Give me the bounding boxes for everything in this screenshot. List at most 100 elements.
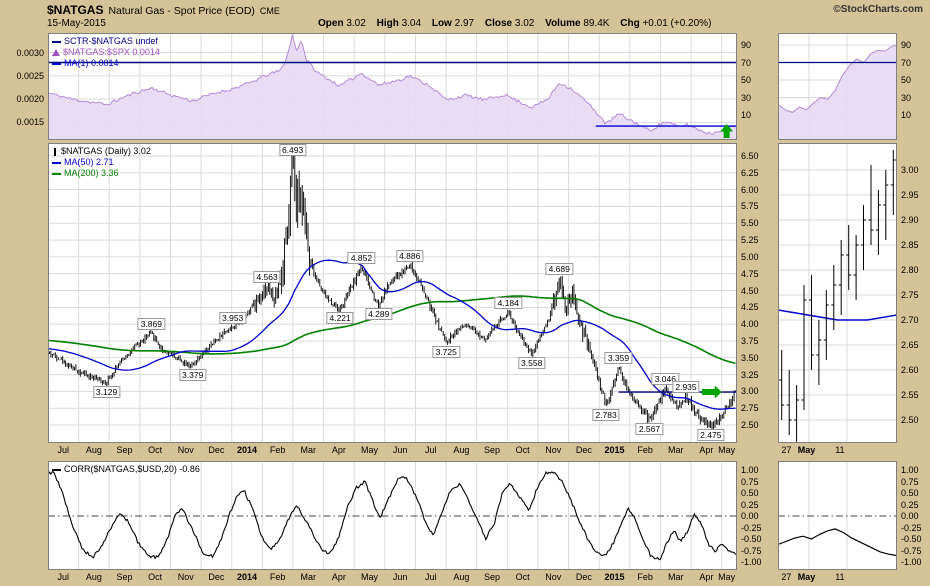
line-swatch-icon bbox=[52, 161, 61, 164]
x-axis-month-label: Jun bbox=[392, 445, 408, 455]
legend-row-ratio: $NATGAS:$SPX 0.0014 bbox=[52, 47, 160, 58]
x-axis-month-label: May bbox=[718, 445, 736, 455]
y-axis-tick-label: 0.0020 bbox=[16, 94, 44, 105]
y-axis-tick-label: 10 bbox=[901, 110, 912, 120]
x-axis-month-label: Nov bbox=[177, 445, 194, 455]
copyright-label: ©StockCharts.com bbox=[833, 4, 923, 15]
legend-row-price: $NATGAS (Daily) 3.02 bbox=[52, 146, 151, 157]
y-axis-tick-label: -0.75 bbox=[901, 545, 922, 556]
y-axis-tick-label: 3.50 bbox=[741, 352, 759, 363]
x-axis-month-label: Aug bbox=[85, 572, 102, 582]
x-axis-month-label: Aug bbox=[453, 572, 470, 582]
y-axis-tick-label: 70 bbox=[901, 57, 912, 68]
legend-row-ma1: MA(1) 0.0014 bbox=[52, 58, 160, 69]
x-axis-month-label: Nov bbox=[545, 445, 562, 455]
y-axis-tick-label: 5.50 bbox=[741, 218, 759, 229]
y-axis-tick-label: 6.00 bbox=[741, 184, 759, 195]
x-axis-month-label: Apr bbox=[331, 445, 346, 455]
y-axis-tick-label: 4.75 bbox=[741, 268, 759, 279]
x-axis-month-label: Feb bbox=[269, 445, 286, 455]
chart-header: $NATGAS Natural Gas - Spot Price (EOD) CME bbox=[47, 3, 280, 17]
y-axis-tick-label: 2.50 bbox=[741, 420, 759, 430]
quote-low: Low 2.97 bbox=[432, 18, 474, 29]
x-axis-month-label: Jul bbox=[424, 445, 437, 455]
price-panel-legend: $NATGAS (Daily) 3.02 MA(50) 2.71 MA(200)… bbox=[52, 146, 151, 179]
x-axis-month-label: Dec bbox=[208, 445, 225, 455]
y-axis-tick-label: 30 bbox=[901, 92, 912, 103]
y-axis-tick-label: 50 bbox=[741, 75, 752, 85]
x-axis-month-label: Dec bbox=[575, 445, 592, 455]
y-axis-tick-label: 70 bbox=[741, 57, 752, 68]
x-axis-month-label: 2014 bbox=[237, 445, 258, 455]
y-axis-tick-label: 5.25 bbox=[741, 235, 759, 246]
corr-legend-label: CORR($NATGAS,$USD,20) -0.86 bbox=[64, 464, 200, 474]
y-axis-tick-label: 2.55 bbox=[901, 390, 919, 400]
area-swatch-icon bbox=[52, 49, 60, 56]
x-axis-day-label: 27 bbox=[781, 445, 792, 455]
open-value: 3.02 bbox=[346, 18, 366, 29]
line-swatch-icon bbox=[52, 40, 61, 43]
x-axis-month-label: Nov bbox=[177, 572, 194, 582]
y-axis-tick-label: 4.25 bbox=[741, 302, 759, 313]
x-axis-month-label: Sep bbox=[483, 445, 500, 455]
ma200-legend-label: MA(200) 3.36 bbox=[64, 168, 119, 178]
x-axis-month-label: Feb bbox=[637, 445, 653, 455]
x-axis-day-label: May bbox=[797, 445, 816, 455]
y-axis-tick-label: 5.00 bbox=[741, 251, 759, 262]
y-axis-tick-label: 2.50 bbox=[901, 415, 919, 425]
x-axis-month-label: Mar bbox=[667, 572, 684, 582]
chg-label: Chg bbox=[620, 18, 640, 29]
sctr-legend-label: SCTR-$NATGAS undef bbox=[64, 36, 158, 46]
y-axis-tick-label: 30 bbox=[741, 92, 752, 103]
y-axis-tick-label: 2.95 bbox=[901, 190, 919, 200]
quote-strip: Open 3.02 High 3.04 Low 2.97 Close 3.02 … bbox=[318, 18, 719, 29]
x-axis-month-label: May bbox=[360, 572, 378, 582]
y-axis-tick-label: 1.00 bbox=[901, 465, 919, 475]
correlation-mini-panel bbox=[778, 461, 897, 570]
x-axis-month-label: Feb bbox=[269, 572, 286, 582]
y-axis-tick-label: 0.00 bbox=[901, 511, 919, 521]
x-axis-month-label: Mar bbox=[667, 445, 684, 455]
chart-title: Natural Gas - Spot Price (EOD) bbox=[108, 5, 255, 17]
x-axis-month-label: Jul bbox=[57, 445, 70, 455]
x-axis-month-label: May bbox=[360, 445, 378, 455]
x-axis-day-label: 11 bbox=[835, 572, 845, 582]
y-axis-tick-label: 0.25 bbox=[901, 499, 919, 510]
x-axis-month-label: Mar bbox=[300, 572, 317, 582]
sctr-panel-legend: SCTR-$NATGAS undef $NATGAS:$SPX 0.0014 M… bbox=[52, 36, 160, 69]
corr-panel-legend: CORR($NATGAS,$USD,20) -0.86 bbox=[52, 464, 200, 475]
y-axis-tick-label: -0.25 bbox=[901, 522, 922, 533]
sctr-ratio-panel bbox=[48, 33, 737, 140]
y-axis-tick-label: 0.75 bbox=[901, 476, 919, 487]
ohlc-bar-icon bbox=[54, 147, 56, 156]
y-axis-tick-label: 2.75 bbox=[741, 403, 759, 414]
x-axis-month-label: Nov bbox=[545, 572, 562, 582]
y-axis-tick-label: 0.25 bbox=[741, 499, 759, 510]
y-axis-tick-label: 6.25 bbox=[741, 167, 759, 178]
x-axis-month-label: 2015 bbox=[604, 572, 625, 582]
close-label: Close bbox=[484, 18, 513, 29]
y-axis-tick-label: 0.0015 bbox=[16, 117, 44, 128]
x-axis-month-label: Dec bbox=[208, 572, 225, 582]
y-axis-tick-label: 3.00 bbox=[741, 386, 759, 397]
y-axis-tick-label: 3.75 bbox=[741, 335, 759, 346]
price-mini-panel bbox=[778, 143, 897, 443]
symbol-label: $NATGAS bbox=[47, 3, 104, 17]
y-axis-tick-label: -0.50 bbox=[741, 534, 762, 544]
x-axis-month-label: Oct bbox=[148, 572, 163, 582]
open-label: Open bbox=[318, 18, 344, 29]
legend-row-ma200: MA(200) 3.36 bbox=[52, 168, 151, 179]
x-axis-month-label: Jun bbox=[392, 572, 408, 582]
y-axis-tick-label: 0.50 bbox=[901, 488, 919, 498]
y-axis-tick-label: -0.50 bbox=[901, 534, 922, 544]
ratio-legend-label: $NATGAS:$SPX 0.0014 bbox=[63, 47, 160, 57]
x-axis-month-label: 2015 bbox=[604, 445, 625, 455]
price-legend-label: $NATGAS (Daily) 3.02 bbox=[61, 146, 151, 156]
quote-volume: Volume 89.4K bbox=[545, 18, 609, 29]
y-axis-tick-label: 0.0025 bbox=[16, 70, 44, 81]
y-axis-tick-label: 2.65 bbox=[901, 340, 919, 350]
y-axis-tick-label: 2.60 bbox=[901, 365, 919, 375]
y-axis-tick-label: 1.00 bbox=[741, 465, 759, 475]
y-axis-tick-label: -0.75 bbox=[741, 545, 762, 556]
